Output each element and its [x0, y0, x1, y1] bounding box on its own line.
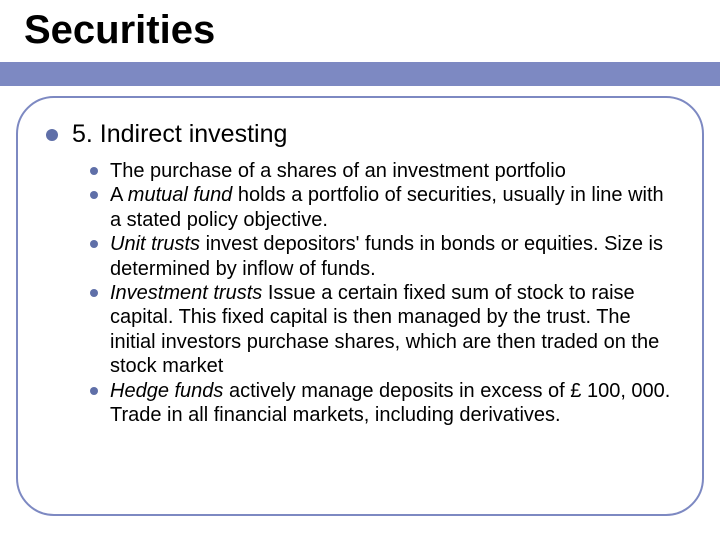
list-item-text: Investment trusts Issue a certain fixed …	[110, 281, 674, 379]
list-item-text: Hedge funds actively manage deposits in …	[110, 379, 674, 428]
list-item-text: Unit trusts invest depositors' funds in …	[110, 232, 674, 281]
list-item: Investment trusts Issue a certain fixed …	[90, 281, 674, 379]
list-item: Hedge funds actively manage deposits in …	[90, 379, 674, 428]
bullet-icon	[90, 240, 98, 248]
list-item-text: A mutual fund holds a portfolio of secur…	[110, 183, 674, 232]
list-item: The purchase of a shares of an investmen…	[90, 159, 674, 183]
header-band	[0, 62, 720, 86]
heading-row: 5. Indirect investing	[46, 120, 674, 149]
bullet-icon	[90, 387, 98, 395]
slide-title: Securities	[24, 8, 215, 53]
bullet-icon	[90, 167, 98, 175]
bullet-icon	[90, 289, 98, 297]
list-item: A mutual fund holds a portfolio of secur…	[90, 183, 674, 232]
list-item: Unit trusts invest depositors' funds in …	[90, 232, 674, 281]
content-frame: 5. Indirect investing The purchase of a …	[16, 96, 704, 516]
heading-text: 5. Indirect investing	[72, 120, 287, 149]
list-item-text: The purchase of a shares of an investmen…	[110, 159, 566, 183]
bullet-list: The purchase of a shares of an investmen…	[90, 159, 674, 427]
bullet-icon	[90, 191, 98, 199]
bullet-icon	[46, 129, 58, 141]
